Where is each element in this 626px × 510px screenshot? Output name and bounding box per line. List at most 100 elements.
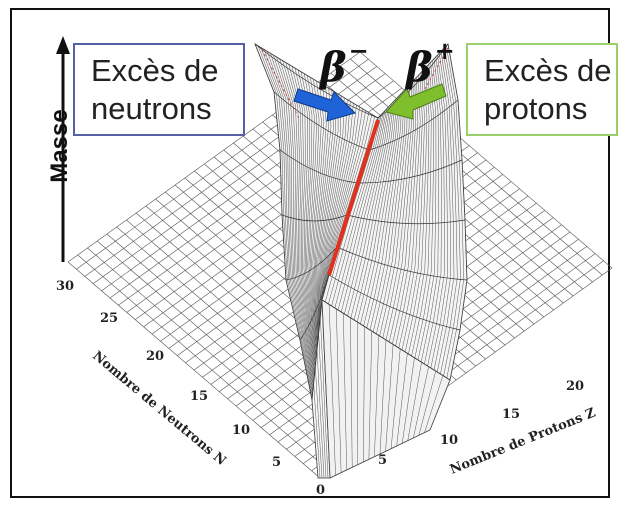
proton-side-wing-hatch [356, 97, 398, 323]
proton-side-wing-hatch [424, 58, 442, 365]
neutron-side-wing-rib [254, 43, 379, 119]
neutron-side-wing-hatch [303, 73, 317, 361]
neutron-side-wing-hatch [282, 60, 315, 378]
neutron-side-wing-hatch [260, 47, 313, 396]
neutron-tick-labels: 0 5 10 15 20 25 30 [56, 279, 325, 498]
front-wall-hatch [368, 331, 373, 460]
neutron-side-wing-hatch [319, 99, 348, 326]
proton-side-wing-hatch [392, 77, 419, 345]
proton-side-wing-hatch [344, 104, 391, 315]
neutron-excess-line1: Excès de [91, 52, 219, 88]
proton-excess-box: Excès de protons [466, 43, 618, 136]
proton-side-wing-hatch [385, 80, 414, 341]
neutron-side-wing-hatch [320, 108, 363, 313]
mass-axis-label: Masse [46, 109, 73, 183]
proton-side-wing-hatch [433, 53, 452, 371]
proton-side-wing-hatch [382, 82, 412, 339]
floor-grid-line [359, 51, 613, 269]
proton-axis-title: Nombre de Protons Z [448, 405, 598, 477]
neutron-side-wing-hatch [316, 88, 332, 341]
floor-grid-line [350, 58, 603, 276]
proton-side-wing-hatch [446, 45, 465, 379]
proton-side-wing-hatch [414, 64, 434, 359]
front-wall-hatch [396, 353, 408, 447]
proton-side-wing-hatch [369, 90, 405, 331]
neutron-side-wing-hatch [267, 51, 314, 391]
proton-tick-label: 20 [566, 379, 584, 394]
neutron-tick-label: 15 [190, 389, 208, 404]
neutron-tick-label: 0 [316, 483, 325, 498]
neutron-excess-box: Excès de neutrons [73, 43, 245, 136]
neutron-side-wing-hatch [294, 67, 316, 368]
proton-side-wing-hatch [411, 66, 432, 357]
neutron-side-wing-hatch [285, 62, 315, 376]
proton-side-wing-hatch [427, 56, 445, 367]
proton-side-wing-hatch [388, 79, 416, 343]
neutron-tick-label: 30 [56, 279, 74, 294]
neutron-side-wing-hatch [308, 77, 318, 356]
neutron-tick-label: 10 [232, 423, 250, 438]
proton-tick-label: 15 [502, 407, 520, 422]
proton-side-wing-rib [336, 246, 468, 281]
front-wall-hatch [315, 366, 323, 479]
neutron-side-wing-hatch [317, 90, 334, 338]
proton-side-wing-hatch [372, 88, 407, 333]
proton-side-wing-hatch [430, 55, 448, 369]
front-wall-hatch [413, 366, 429, 439]
neutron-excess-line2: neutrons [91, 90, 212, 126]
neutron-side-wing-hatch [313, 84, 327, 346]
proton-tick-labels: 5 10 15 20 [378, 379, 584, 468]
front-wall-hatch [318, 333, 327, 479]
beta-minus-symbol: β [320, 44, 347, 91]
valley-front-walls [311, 299, 451, 479]
proton-side-wing-hatch [447, 43, 468, 381]
beta-plus-sign: + [434, 36, 455, 65]
neutron-side-wing-hatch [319, 97, 345, 328]
front-wall-hatch [363, 326, 365, 463]
neutron-side-wing-hatch [320, 104, 357, 318]
stability-line [327, 119, 380, 276]
neutron-tick-label: 5 [272, 455, 281, 470]
proton-tick-label: 5 [378, 453, 387, 468]
neutron-side-wing-hatch [320, 106, 360, 316]
neutron-side-wing-hatch [300, 71, 317, 363]
mass-axis-label-wrap: Masse [24, 94, 84, 194]
front-wall-hatch [424, 375, 444, 433]
proton-side-wing-hatch [353, 99, 396, 321]
front-wall-hatch [321, 299, 331, 479]
front-wall-hatch [320, 316, 329, 479]
proton-side-wing-hatch [417, 62, 437, 361]
neutron-tick-label: 25 [100, 311, 118, 326]
neutron-side-wing-hatch [309, 79, 320, 353]
proton-side-wing-hatch [347, 103, 393, 317]
neutron-side-wing-hatch [270, 53, 314, 388]
front-wall-hatch [390, 348, 401, 449]
neutron-side-wing-hatch [315, 86, 329, 343]
proton-side-wing-hatch [366, 92, 403, 329]
proton-side-wing-hatch [404, 69, 428, 353]
proton-side-wing-hatch [328, 114, 382, 305]
proton-side-wing-hatch [398, 73, 423, 349]
proton-side-wing-hatch [420, 60, 439, 363]
proton-side-wing-hatch [436, 51, 455, 373]
front-wall-hatch [316, 349, 325, 479]
beta-minus-arrow [293, 88, 356, 122]
neutron-side-wing-hatch [273, 55, 314, 386]
neutron-side-wing-hatch [254, 43, 313, 401]
proton-excess-line1: Excès de [484, 52, 612, 88]
neutron-side-wing-hatch [291, 66, 316, 371]
neutron-side-wing-hatch [318, 95, 342, 331]
proton-side-wing-hatch [337, 108, 388, 311]
front-wall-hatch [418, 371, 437, 436]
front-wall-hatch [328, 304, 336, 476]
neutron-tick-label: 20 [146, 349, 164, 364]
neutron-side-wing-hatch [257, 45, 313, 398]
front-wall-hatch [313, 383, 321, 479]
mass-axis-arrow [56, 36, 70, 262]
beta-minus-label: β− [320, 36, 369, 91]
proton-tick-label: 10 [440, 433, 458, 448]
proton-excess-line2: protons [484, 90, 588, 126]
mass-valley-surface [254, 43, 468, 479]
neutron-side-wing-hatch [320, 110, 366, 311]
